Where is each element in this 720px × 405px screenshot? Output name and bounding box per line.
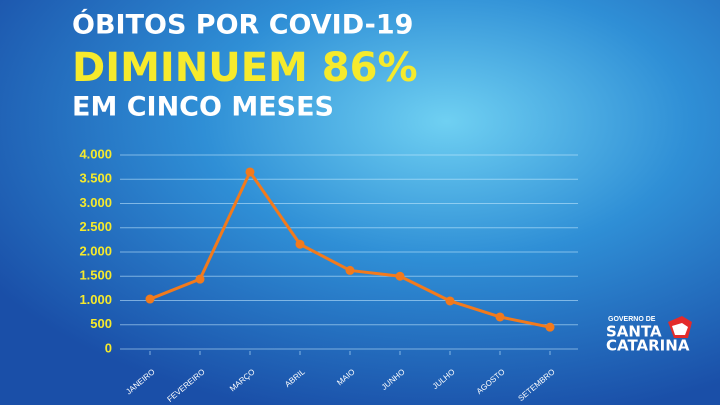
y-tick-label: 1.000 <box>79 292 112 307</box>
y-tick-label: 2.500 <box>79 219 112 234</box>
logo-flag <box>672 323 688 335</box>
y-tick-label: 500 <box>90 316 112 331</box>
y-tick-label: 0 <box>105 340 112 355</box>
point <box>345 265 355 275</box>
y-tick-label: 4.000 <box>79 146 112 161</box>
point <box>245 167 255 177</box>
y-tick-label: 3.500 <box>79 171 112 186</box>
logo: GOVERNO DE SANTA CATARINA <box>606 316 692 355</box>
y-tick-label: 2.000 <box>79 243 112 258</box>
y-tick-label: 3.000 <box>79 195 112 210</box>
point <box>295 239 305 249</box>
logo-text: SANTA <box>606 323 662 341</box>
logo-text: CATARINA <box>606 337 690 355</box>
point <box>495 312 505 322</box>
point <box>395 271 405 281</box>
title-line: EM CINCO MESES <box>72 92 334 123</box>
point <box>145 294 155 304</box>
title-line: DIMINUEM 86% <box>72 45 418 91</box>
point <box>545 322 555 332</box>
title-line: ÓBITOS POR COVID-19 <box>72 9 413 41</box>
point <box>445 296 455 306</box>
y-tick-label: 1.500 <box>79 268 112 283</box>
logo-text: GOVERNO DE <box>608 316 656 323</box>
point <box>195 274 205 284</box>
